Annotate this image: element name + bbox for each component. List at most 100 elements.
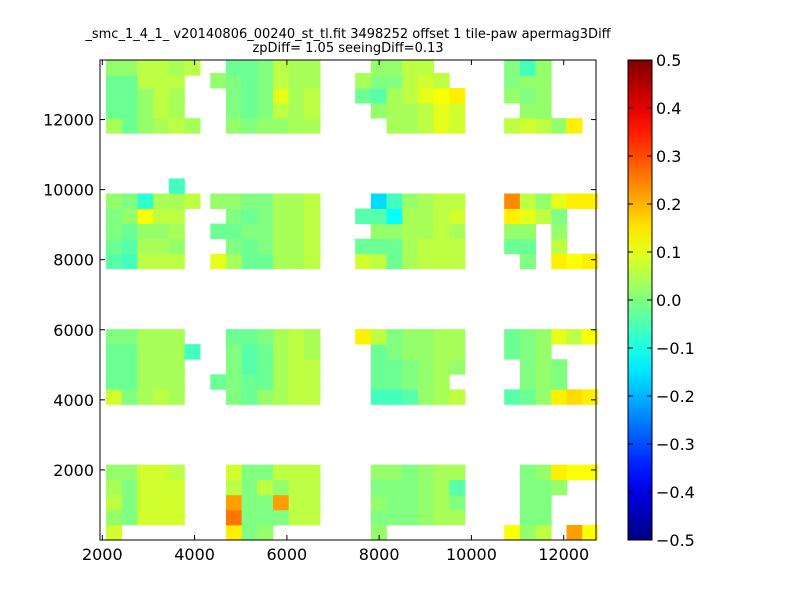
heatmap-cell [386, 238, 403, 255]
heatmap-cell [153, 88, 170, 104]
heatmap-cell [225, 479, 243, 496]
heatmap-cell [566, 253, 583, 270]
heatmap-cell [225, 238, 243, 255]
heatmap-cell [449, 509, 466, 526]
heatmap-cell [168, 223, 185, 240]
heatmap-cell [304, 238, 321, 255]
heatmap-cell [225, 344, 243, 360]
heatmap-cell [504, 118, 521, 134]
heatmap-cell [386, 329, 403, 345]
heatmap-cell [225, 253, 243, 270]
x-tick-label: 6000 [267, 545, 308, 564]
heatmap-cell [519, 509, 536, 526]
heatmap-cell [225, 193, 243, 209]
heatmap-cell [386, 60, 403, 76]
colorbar-tick-label: 0.3 [656, 147, 681, 166]
heatmap-cell [257, 72, 274, 89]
colorbar-tick-label: 0.2 [656, 195, 681, 214]
heatmap-cell [288, 479, 305, 496]
heatmap-cell [225, 464, 243, 481]
heatmap-cell [535, 494, 552, 511]
heatmap-cell [288, 359, 305, 375]
heatmap-cell [225, 374, 243, 390]
heatmap-cell [257, 60, 274, 76]
heatmap-cell [288, 60, 305, 76]
heatmap-cell [551, 223, 568, 240]
heatmap-cell [241, 208, 258, 225]
heatmap-cell [137, 464, 154, 481]
heatmap-cell [402, 479, 419, 496]
heatmap-cell [106, 329, 123, 345]
heatmap-cell [168, 103, 185, 119]
heatmap-cell [433, 389, 450, 405]
heatmap-cell [137, 494, 154, 511]
heatmap-cell [273, 359, 290, 375]
heatmap-cell [288, 223, 305, 240]
heatmap-cell [210, 374, 227, 390]
heatmap-cell [551, 253, 568, 270]
heatmap-cell [288, 389, 305, 405]
heatmap-cell [168, 253, 185, 270]
heatmap-cell [168, 88, 185, 104]
heatmap-cell [273, 509, 290, 526]
heatmap-cell [370, 208, 387, 225]
heatmap-cell [370, 494, 387, 511]
x-tick-label: 2000 [82, 545, 123, 564]
heatmap-cell [153, 238, 170, 255]
heatmap-cell [225, 118, 243, 134]
heatmap-cell [304, 72, 321, 89]
heatmap-cell [257, 389, 274, 405]
heatmap-cell [519, 193, 536, 209]
heatmap-cell [273, 103, 290, 119]
heatmap-cell [241, 238, 258, 255]
heatmap-cell [304, 88, 321, 104]
heatmap-cell [273, 72, 290, 89]
heatmap-cell [504, 72, 521, 89]
heatmap-cell [121, 359, 138, 375]
heatmap-cell [519, 118, 536, 134]
heatmap-cell [370, 389, 387, 405]
heatmap-cell [168, 193, 185, 209]
heatmap-cell [304, 374, 321, 390]
heatmap-cell [304, 118, 321, 134]
heatmap-cell [288, 88, 305, 104]
heatmap-cell [370, 344, 387, 360]
heatmap-cell [121, 329, 138, 345]
heatmap-cell [402, 494, 419, 511]
heatmap-cell [121, 389, 138, 405]
heatmap-cell [417, 72, 434, 89]
heatmap-cell [433, 208, 450, 225]
heatmap-cell [210, 253, 227, 270]
heatmap-cell [241, 524, 258, 541]
heatmap-cell [433, 223, 450, 240]
heatmap-cell [137, 193, 154, 209]
heatmap-cell [551, 389, 568, 405]
heatmap-cell [370, 238, 387, 255]
heatmap-cell [417, 509, 434, 526]
heatmap-cell [433, 359, 450, 375]
heatmap-cell [304, 223, 321, 240]
heatmap-cell [449, 389, 466, 405]
heatmap-cell [304, 389, 321, 405]
heatmap-cell [535, 479, 552, 496]
heatmap-cell [504, 88, 521, 104]
heatmap-cell [566, 329, 583, 345]
heatmap-cell [153, 374, 170, 390]
heatmap-cell [504, 389, 521, 405]
heatmap-cell [137, 253, 154, 270]
heatmap-cell [153, 509, 170, 526]
heatmap-cell [121, 479, 138, 496]
heatmap-cell [386, 193, 403, 209]
heatmap-cell [288, 253, 305, 270]
heatmap-cell [241, 494, 258, 511]
heatmap-cell [433, 72, 450, 89]
heatmap-cell [370, 253, 387, 270]
heatmap-cell [417, 464, 434, 481]
heatmap-cell [257, 464, 274, 481]
heatmap-cell [106, 60, 123, 76]
heatmap-cell [304, 103, 321, 119]
heatmap-cell [137, 72, 154, 89]
heatmap-cell [257, 479, 274, 496]
heatmap-cell [551, 118, 568, 134]
